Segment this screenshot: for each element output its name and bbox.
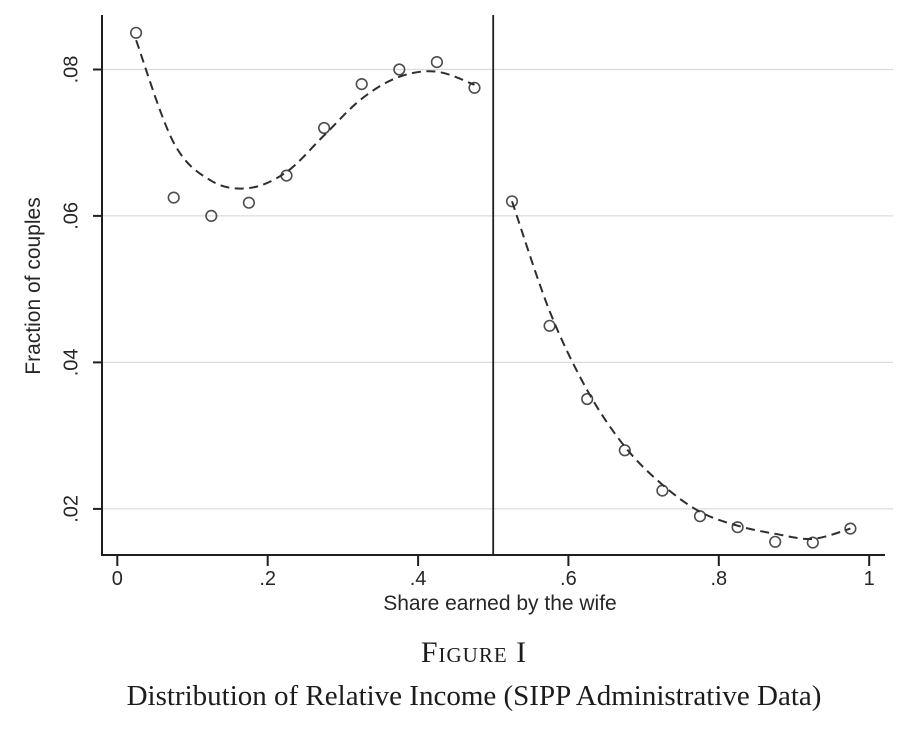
scatter-point [505, 195, 519, 208]
x-tick-label: .8 [710, 568, 727, 590]
y-axis-title: Fraction of couples [22, 197, 45, 374]
scatter-point [731, 521, 744, 534]
relative-income-plot: .02 .04 .06 .08 0 .2 .4 .6 .8 1 Share earned by th… [22, 15, 893, 615]
scatter-point [430, 55, 444, 69]
scatter-point [167, 191, 180, 204]
figure-label: Figure I [420, 636, 528, 669]
chart: .02 .04 .06 .08 0 .2 .4 .6 .8 1 Share earned by th… [22, 15, 893, 615]
y-tick-label: .04 [60, 348, 82, 376]
x-tick-label: .6 [560, 568, 577, 590]
lowess-fit-left-curve [135, 39, 475, 190]
scatter-point [618, 444, 631, 457]
x-tick-label: 1 [864, 568, 875, 590]
x-tick-label: .2 [259, 568, 276, 590]
x-tick-label: .4 [410, 568, 427, 590]
caption-block: Figure I Distribution of Relative Income… [0, 636, 908, 713]
x-axis-title: Share earned by the wife [383, 592, 616, 615]
lowess-fit-right-curve [511, 200, 851, 541]
x-tick-label: 0 [112, 568, 123, 590]
scatter-point [844, 522, 857, 535]
scatter-point [693, 510, 707, 523]
y-tick-label: .02 [60, 495, 82, 523]
scatter-point [393, 63, 406, 76]
scatter-point [318, 121, 331, 135]
scatter-point [130, 26, 143, 39]
scatter-point [581, 392, 594, 406]
scatter-point [468, 81, 481, 94]
y-tick-label: .08 [60, 56, 82, 84]
scatter-point [769, 535, 782, 548]
scatter-point [543, 319, 556, 332]
y-tick-label: .06 [60, 202, 82, 230]
scatter-point [806, 536, 819, 549]
scatter-point [205, 209, 218, 222]
scatter-point [242, 196, 255, 209]
scatter-point [355, 77, 368, 91]
figure-caption: Distribution of Relative Income (SIPP Ad… [126, 680, 822, 712]
scatter-point [656, 484, 669, 497]
